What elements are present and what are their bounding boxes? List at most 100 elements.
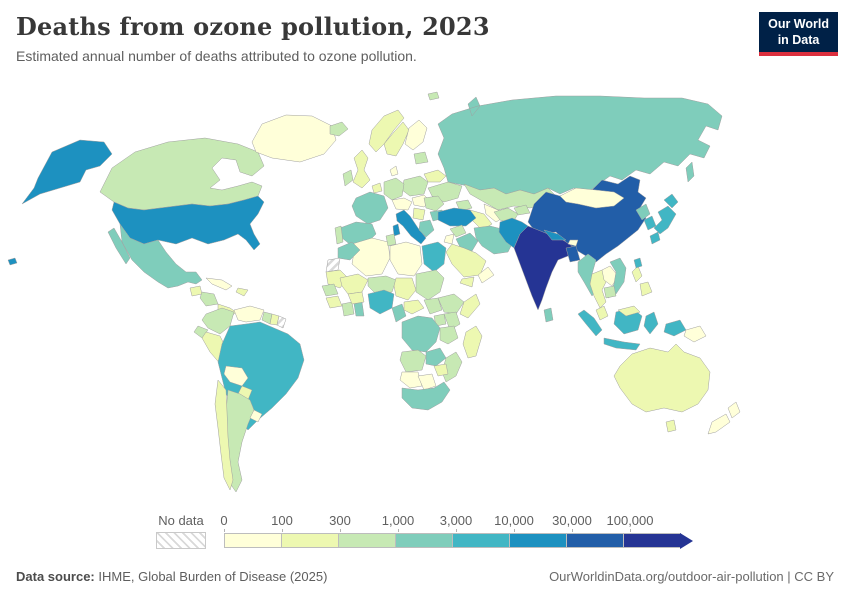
country-central-african-republic[interactable] [403, 299, 425, 315]
country-philippines[interactable] [631, 265, 653, 297]
country-chile[interactable] [214, 379, 234, 491]
country-libya[interactable] [389, 241, 423, 277]
country-senegal[interactable] [321, 283, 339, 297]
country-western-sahara[interactable] [325, 257, 341, 273]
legend-bin-swatch[interactable] [509, 533, 567, 548]
country-venezuela[interactable] [233, 305, 265, 323]
country-benelux[interactable] [371, 182, 383, 194]
country-czech-austria[interactable] [391, 197, 413, 211]
country-sri-lanka[interactable] [543, 307, 554, 323]
country-svalbard[interactable] [427, 91, 440, 101]
country-nepal[interactable] [543, 229, 567, 241]
country-botswana[interactable] [417, 373, 437, 391]
country-romania[interactable] [423, 195, 445, 212]
country-north-korea[interactable] [635, 203, 651, 221]
country-angola[interactable] [399, 349, 427, 373]
country-ireland[interactable] [342, 169, 354, 187]
country-turkey[interactable] [437, 207, 477, 227]
country-israel-jordan[interactable] [443, 233, 455, 245]
country-hispaniola[interactable] [235, 287, 249, 297]
country-balkans[interactable] [412, 207, 426, 221]
country-kenya[interactable] [443, 311, 461, 331]
country-russia[interactable] [437, 95, 723, 195]
legend-no-data-swatch[interactable] [156, 532, 206, 549]
country-burkina-faso[interactable] [347, 291, 365, 305]
country-denmark[interactable] [389, 165, 399, 177]
country-mongolia[interactable] [559, 187, 625, 209]
country-norway[interactable] [368, 109, 405, 153]
country-tanzania[interactable] [439, 325, 459, 345]
country-egypt[interactable] [421, 241, 447, 273]
country-yemen[interactable] [459, 276, 475, 288]
country-usa[interactable] [7, 139, 265, 266]
country-poland[interactable] [401, 175, 429, 197]
legend-bin-swatch[interactable] [395, 533, 453, 548]
country-canada[interactable] [99, 137, 265, 211]
country-baltics[interactable] [413, 151, 429, 165]
country-uk[interactable] [352, 149, 371, 189]
legend-bin-swatch[interactable] [224, 533, 282, 548]
country-portugal[interactable] [334, 225, 344, 245]
country-japan[interactable] [649, 193, 679, 245]
country-greece[interactable] [418, 219, 435, 238]
country-ghana[interactable] [353, 301, 365, 317]
country-new-zealand[interactable] [707, 401, 741, 435]
legend-bin-swatch[interactable] [338, 533, 396, 548]
country-papua-new-guinea[interactable] [683, 325, 707, 343]
country-ivory-coast[interactable] [341, 301, 355, 317]
country-algeria[interactable] [351, 237, 391, 277]
country-ethiopia[interactable] [437, 293, 465, 315]
country-caucasus[interactable] [455, 199, 473, 212]
country-saudi-arabia[interactable] [445, 243, 487, 278]
country-iceland[interactable] [329, 121, 349, 137]
legend-tick-label: 0 [220, 513, 228, 528]
country-niger[interactable] [367, 275, 397, 295]
country-colombia[interactable] [201, 307, 235, 335]
country-malaysia[interactable] [595, 305, 641, 321]
legend-bin-swatch[interactable] [281, 533, 339, 548]
country-cuba[interactable] [205, 277, 233, 291]
country-belarus[interactable] [423, 169, 447, 183]
footer-credit-link[interactable]: OurWorldinData.org/outdoor-air-pollution… [549, 569, 834, 584]
country-somalia[interactable] [459, 293, 481, 319]
country-sudan[interactable] [415, 269, 445, 301]
country-morocco[interactable] [337, 241, 361, 261]
country-sweden[interactable] [383, 121, 410, 157]
country-french-guiana[interactable] [276, 315, 287, 329]
country-indonesia[interactable] [577, 307, 687, 351]
legend-bin-swatch[interactable] [623, 533, 681, 548]
country-tunisia[interactable] [385, 233, 397, 247]
legend-arrow-cap [680, 532, 693, 549]
country-bangladesh[interactable] [565, 245, 581, 263]
country-honduras[interactable] [199, 291, 219, 307]
country-namibia[interactable] [399, 371, 423, 389]
country-finland[interactable] [404, 119, 428, 151]
country-iraq[interactable] [455, 232, 479, 252]
country-uruguay[interactable] [249, 409, 263, 423]
country-chad[interactable] [393, 277, 417, 301]
country-south-sudan[interactable] [423, 297, 443, 315]
country-germany[interactable] [383, 177, 405, 201]
country-madagascar[interactable] [462, 325, 483, 359]
country-greenland[interactable] [251, 114, 337, 163]
country-south-africa[interactable] [401, 381, 451, 411]
owid-logo[interactable]: Our World in Data [759, 12, 838, 57]
country-india[interactable] [513, 225, 573, 311]
country-australia[interactable] [613, 343, 711, 433]
country-zimbabwe[interactable] [433, 363, 449, 377]
country-dr-congo[interactable] [401, 315, 441, 353]
country-zambia[interactable] [425, 347, 447, 367]
country-cameroon[interactable] [391, 303, 407, 323]
legend-bin-swatch[interactable] [452, 533, 510, 548]
country-france[interactable] [351, 191, 389, 225]
legend-bin-swatch[interactable] [566, 533, 624, 548]
country-taiwan[interactable] [633, 257, 643, 269]
country-nigeria[interactable] [367, 289, 395, 315]
country-guatemala[interactable] [189, 285, 203, 297]
country-mexico[interactable] [107, 223, 203, 289]
country-cambodia[interactable] [603, 285, 617, 299]
country-guinea[interactable] [325, 295, 343, 309]
country-oman[interactable] [477, 266, 495, 284]
country-mali[interactable] [339, 273, 369, 295]
country-kyrgyzstan[interactable] [513, 204, 531, 216]
